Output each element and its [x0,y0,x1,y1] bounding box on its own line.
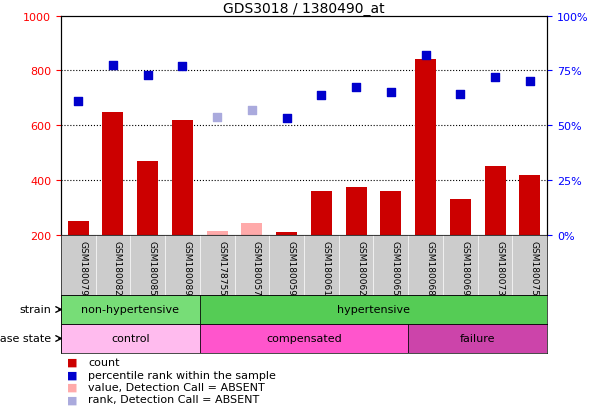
Bar [103,112,123,235]
Bar [200,324,408,353]
Text: percentile rank within the sample: percentile rank within the sample [88,370,276,380]
Bar [276,233,297,235]
Text: ■: ■ [67,370,77,380]
Point [212,114,222,121]
Text: GSM180059: GSM180059 [286,240,295,295]
Text: GSM180073: GSM180073 [495,240,504,295]
Bar [450,200,471,235]
Text: failure: failure [460,334,496,344]
Text: disease state: disease state [0,334,51,344]
Text: ■: ■ [67,382,77,392]
Bar [381,192,401,235]
Text: compensated: compensated [266,334,342,344]
Text: value, Detection Call = ABSENT: value, Detection Call = ABSENT [88,382,265,392]
Point [421,53,430,59]
Text: ■: ■ [67,357,77,367]
Bar [485,167,505,235]
Bar [311,192,332,235]
Bar [415,60,436,235]
Point [386,90,396,97]
Bar [61,295,200,324]
Bar [200,295,547,324]
Text: strain: strain [19,305,51,315]
Bar [408,324,547,353]
Text: GSM180079: GSM180079 [78,240,87,295]
Point [74,98,83,104]
Text: GSM180057: GSM180057 [252,240,261,295]
Text: hypertensive: hypertensive [337,305,410,315]
Bar [241,223,262,235]
Text: GSM180062: GSM180062 [356,240,365,295]
Point [490,75,500,81]
Bar [137,161,158,235]
Text: GSM180085: GSM180085 [148,240,157,295]
Text: rank, Detection Call = ABSENT: rank, Detection Call = ABSENT [88,394,260,404]
Text: GSM180089: GSM180089 [182,240,192,295]
Point [108,62,118,69]
Title: GDS3018 / 1380490_at: GDS3018 / 1380490_at [223,2,385,16]
Text: non-hypertensive: non-hypertensive [81,305,179,315]
Bar [67,222,89,235]
Point [351,84,361,91]
Point [247,108,257,114]
Text: ■: ■ [67,394,77,404]
Text: count: count [88,357,120,367]
Text: control: control [111,334,150,344]
Text: GSM178755: GSM178755 [217,240,226,295]
Text: GSM180068: GSM180068 [426,240,435,295]
Point [317,93,326,99]
Point [525,79,534,85]
Bar [346,188,367,235]
Bar [61,324,200,353]
Text: GSM180075: GSM180075 [530,240,539,295]
Point [282,116,291,122]
Bar [172,121,193,235]
Bar [207,231,227,235]
Text: GSM180082: GSM180082 [113,240,122,295]
Point [178,64,187,71]
Text: GSM180061: GSM180061 [322,240,330,295]
Point [455,91,465,98]
Text: GSM180069: GSM180069 [460,240,469,295]
Bar [519,175,541,235]
Point [143,72,153,78]
Text: GSM180065: GSM180065 [391,240,400,295]
